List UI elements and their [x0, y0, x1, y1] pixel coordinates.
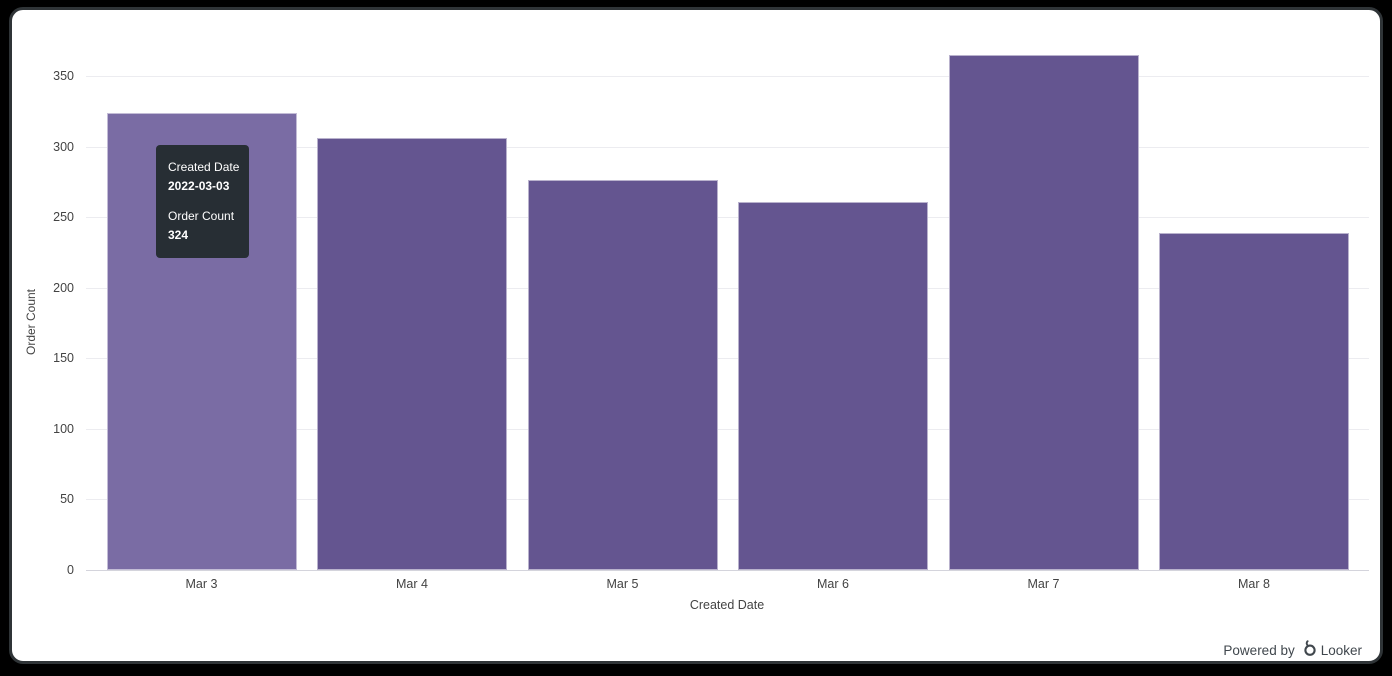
gridline-y-0 — [86, 570, 1369, 571]
hover-tooltip: Created Date 2022-03-03 Order Count 324 — [156, 145, 249, 258]
gridline-y-300 — [86, 146, 1369, 148]
looker-brand-text: Looker — [1320, 642, 1362, 658]
gridline-y-50 — [86, 499, 1369, 501]
y-tick-label-100: 100 — [53, 421, 74, 436]
y-tick-label-200: 200 — [53, 280, 74, 295]
bar-mar-6[interactable] — [738, 201, 928, 570]
x-tick-label-mar-4: Mar 4 — [396, 577, 428, 591]
x-tick-label-mar-5: Mar 5 — [606, 577, 639, 591]
bar-mar-4[interactable] — [317, 138, 507, 570]
x-axis-title: Created Date — [689, 598, 765, 612]
gridline-y-250 — [86, 217, 1369, 219]
x-tick-label-mar-3: Mar 3 — [185, 577, 218, 591]
y-tick-label-250: 250 — [53, 210, 74, 225]
tooltip-measure-label: Order Count — [168, 209, 235, 223]
y-tick-label-150: 150 — [53, 351, 74, 366]
gridline-y-350 — [86, 76, 1369, 77]
powered-by-looker-link[interactable]: Powered by Looker — [1223, 640, 1362, 660]
x-tick-label-mar-7: Mar 7 — [1027, 577, 1060, 591]
gridline-y-200 — [86, 287, 1369, 289]
gridline-y-100 — [86, 428, 1369, 430]
gridline-y-150 — [86, 358, 1369, 360]
bar-mar-7[interactable] — [948, 54, 1139, 570]
x-tick-label-mar-6: Mar 6 — [817, 577, 849, 591]
tooltip-dimension-label: Created Date — [168, 160, 240, 174]
powered-by-text: Powered by — [1223, 642, 1295, 658]
tooltip-dimension-value: 2022-03-03 — [168, 179, 230, 193]
looker-logo-icon — [1302, 640, 1317, 660]
tooltip-spacer — [168, 196, 237, 207]
bar-mar-8[interactable] — [1159, 232, 1349, 570]
x-tick-label-mar-8: Mar 8 — [1238, 577, 1270, 591]
y-tick-label-0: 0 — [67, 563, 74, 577]
y-tick-label-350: 350 — [53, 69, 74, 83]
bar-mar-5[interactable] — [527, 180, 718, 570]
y-tick-label-50: 50 — [60, 492, 74, 507]
y-tick-label-300: 300 — [53, 139, 74, 154]
y-axis-title: Order Count — [24, 288, 38, 356]
tooltip-measure-value: 324 — [168, 228, 189, 242]
